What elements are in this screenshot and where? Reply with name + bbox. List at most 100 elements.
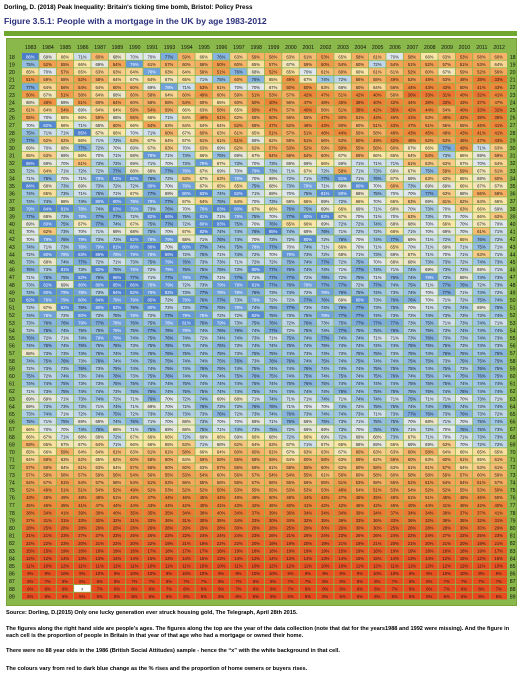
cell-label-78-2011: 37% [477,510,486,515]
cell-label-84-2002: 13% [321,556,330,561]
age-label-left-20: 20 [9,70,15,76]
cell-76-2010 [455,493,473,501]
cell-30-2006 [386,144,403,151]
cell-65-2002 [316,410,334,417]
cell-83-1985 [56,547,74,554]
cell-label-75-2003: 48% [338,488,347,493]
cell-label-30-2001: 52% [304,146,313,151]
cell-89-1990 [126,592,143,600]
cell-47-2007 [403,273,421,281]
cell-78-1984 [39,509,56,516]
cell-label-52-1990: 78% [130,313,139,318]
cell-label-34-2005: 76% [373,176,382,181]
cell-81-2003 [334,531,351,539]
cell-68-1999 [264,433,282,440]
cell-30-2010 [455,144,473,151]
cell-label-37-2010: 62% [460,199,469,204]
cell-72-2000 [282,463,299,471]
cell-57-1990 [126,349,143,357]
cell-72-2010 [455,463,473,471]
cell-33-1985 [56,167,74,174]
cell-80-1987 [91,524,108,531]
cell-80-1986 [74,524,91,531]
cell-62-1995 [195,387,213,395]
cell-label-66-1984: 71% [43,419,52,424]
cell-label-61-1999: 74% [269,381,278,386]
cell-65-2009 [438,410,455,417]
cell-39-1998 [247,212,265,220]
cell-23-2000 [282,91,299,98]
cell-22-1983 [22,83,39,91]
cell-label-76-2000: 48% [286,495,295,500]
cell-label-87-2011: 7% [478,579,484,584]
cell-70-2006 [386,448,403,455]
cell-40-2009 [438,220,455,227]
cell-55-1993 [160,334,178,341]
cell-43-2012 [490,243,507,250]
cell-label-52-1983: 74% [26,313,35,318]
cell-label-22-1989: 60% [113,85,122,90]
cell-87-2007 [403,577,421,585]
cell-label-85-1991: 10% [148,564,157,569]
cell-label-63-1999: 74% [269,396,278,401]
cell-22-2003 [334,83,351,91]
cell-label-62-2012: 74% [495,389,504,394]
cell-label-65-1989: 75% [113,412,122,417]
cell-label-48-2004: 72% [356,282,365,287]
cell-label-60-1989: 76% [113,374,122,379]
cell-50-2004 [351,296,369,303]
cell-label-34-2000: 72% [286,176,295,181]
cell-73-1994 [178,471,195,478]
cell-label-83-2001: 19% [304,548,313,553]
cell-74-2006 [386,478,403,486]
cell-60-2010 [455,372,473,379]
cell-42-1984 [39,235,56,243]
cell-30-1994 [178,144,195,151]
cell-label-73-1985: 58% [61,472,70,477]
cell-label-69-1983: 59% [26,442,35,447]
cell-48-2012 [490,281,507,288]
cell-43-1983 [22,243,39,250]
cell-label-51-1985: 82% [61,305,70,310]
cell-label-78-1995: 38% [200,510,209,515]
cell-label-36-2006: 70% [390,191,399,196]
age-label-left-77: 77 [9,503,15,509]
cell-label-20-1994: 64% [182,70,191,75]
cell-label-49-1986: 78% [78,290,87,295]
cell-87-2004 [351,577,369,585]
cell-52-1983 [22,311,39,319]
cell-71-1987 [91,455,108,463]
cell-73-1990 [126,471,143,478]
cell-label-36-2004: 68% [356,191,365,196]
cell-57-2004 [351,349,369,357]
cell-label-43-2005: 71% [373,244,382,249]
cell-27-1999 [264,121,282,129]
cell-74-1990 [126,478,143,486]
cell-label-58-1993: 75% [165,358,174,363]
cell-label-31-1994: 74% [182,153,191,158]
cell-76-2001 [299,493,317,501]
cell-label-46-2006: 71% [390,267,399,272]
cell-19-1993 [160,60,178,68]
cell-66-1995 [195,417,213,425]
cell-56-2007 [403,341,421,349]
age-label-right-79: 79 [510,518,516,524]
cell-label-70-1999: 61% [269,450,278,455]
cell-label-77-2009: 41% [442,503,451,508]
cell-label-37-1993: 77% [165,199,174,204]
cell-52-2000 [282,311,299,319]
cell-26-2001 [299,113,317,121]
cell-61-2004 [351,379,369,387]
cell-30-1996 [212,144,230,151]
cell-label-63-2005: 74% [373,396,382,401]
cell-41-1999 [264,227,282,235]
cell-label-46-2005: 74% [373,267,382,272]
cell-64-1987 [91,402,108,410]
cell-75-2011 [473,486,490,493]
cell-label-45-1984: 68% [43,260,52,265]
cell-label-48-1997: 79% [234,282,243,287]
cell-label-59-2008: 74% [425,366,434,371]
cell-60-1998 [247,372,265,379]
cell-65-1997 [230,410,247,417]
cell-55-1987 [91,334,108,341]
